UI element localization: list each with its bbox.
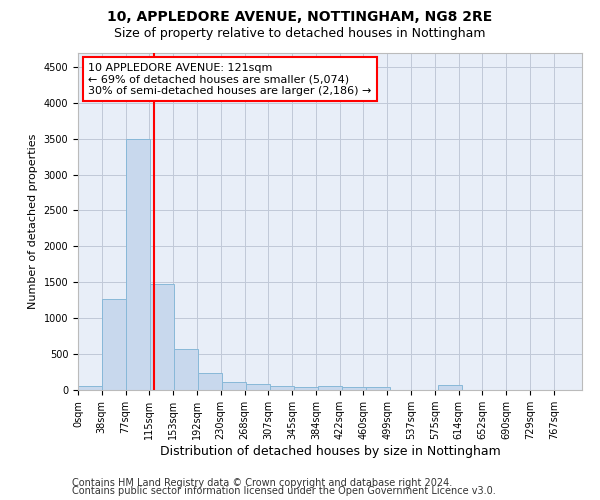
Bar [102, 299, 125, 390]
Text: Size of property relative to detached houses in Nottingham: Size of property relative to detached ho… [114, 28, 486, 40]
Bar [198, 373, 222, 390]
X-axis label: Distribution of detached houses by size in Nottingham: Distribution of detached houses by size … [160, 445, 500, 458]
Text: Contains HM Land Registry data © Crown copyright and database right 2024.: Contains HM Land Registry data © Crown c… [72, 478, 452, 488]
Bar [319, 386, 342, 390]
Text: 10, APPLEDORE AVENUE, NOTTINGHAM, NG8 2RE: 10, APPLEDORE AVENUE, NOTTINGHAM, NG8 2R… [107, 10, 493, 24]
Bar [222, 382, 246, 390]
Bar [174, 349, 197, 390]
Bar [294, 387, 318, 390]
Bar [126, 138, 150, 390]
Bar [78, 386, 102, 390]
Text: 10 APPLEDORE AVENUE: 121sqm
← 69% of detached houses are smaller (5,074)
30% of : 10 APPLEDORE AVENUE: 121sqm ← 69% of det… [88, 62, 371, 96]
Bar [438, 386, 462, 390]
Text: Contains public sector information licensed under the Open Government Licence v3: Contains public sector information licen… [72, 486, 496, 496]
Bar [270, 386, 294, 390]
Bar [150, 284, 174, 390]
Y-axis label: Number of detached properties: Number of detached properties [28, 134, 38, 309]
Bar [246, 384, 269, 390]
Bar [342, 387, 366, 390]
Bar [366, 387, 390, 390]
